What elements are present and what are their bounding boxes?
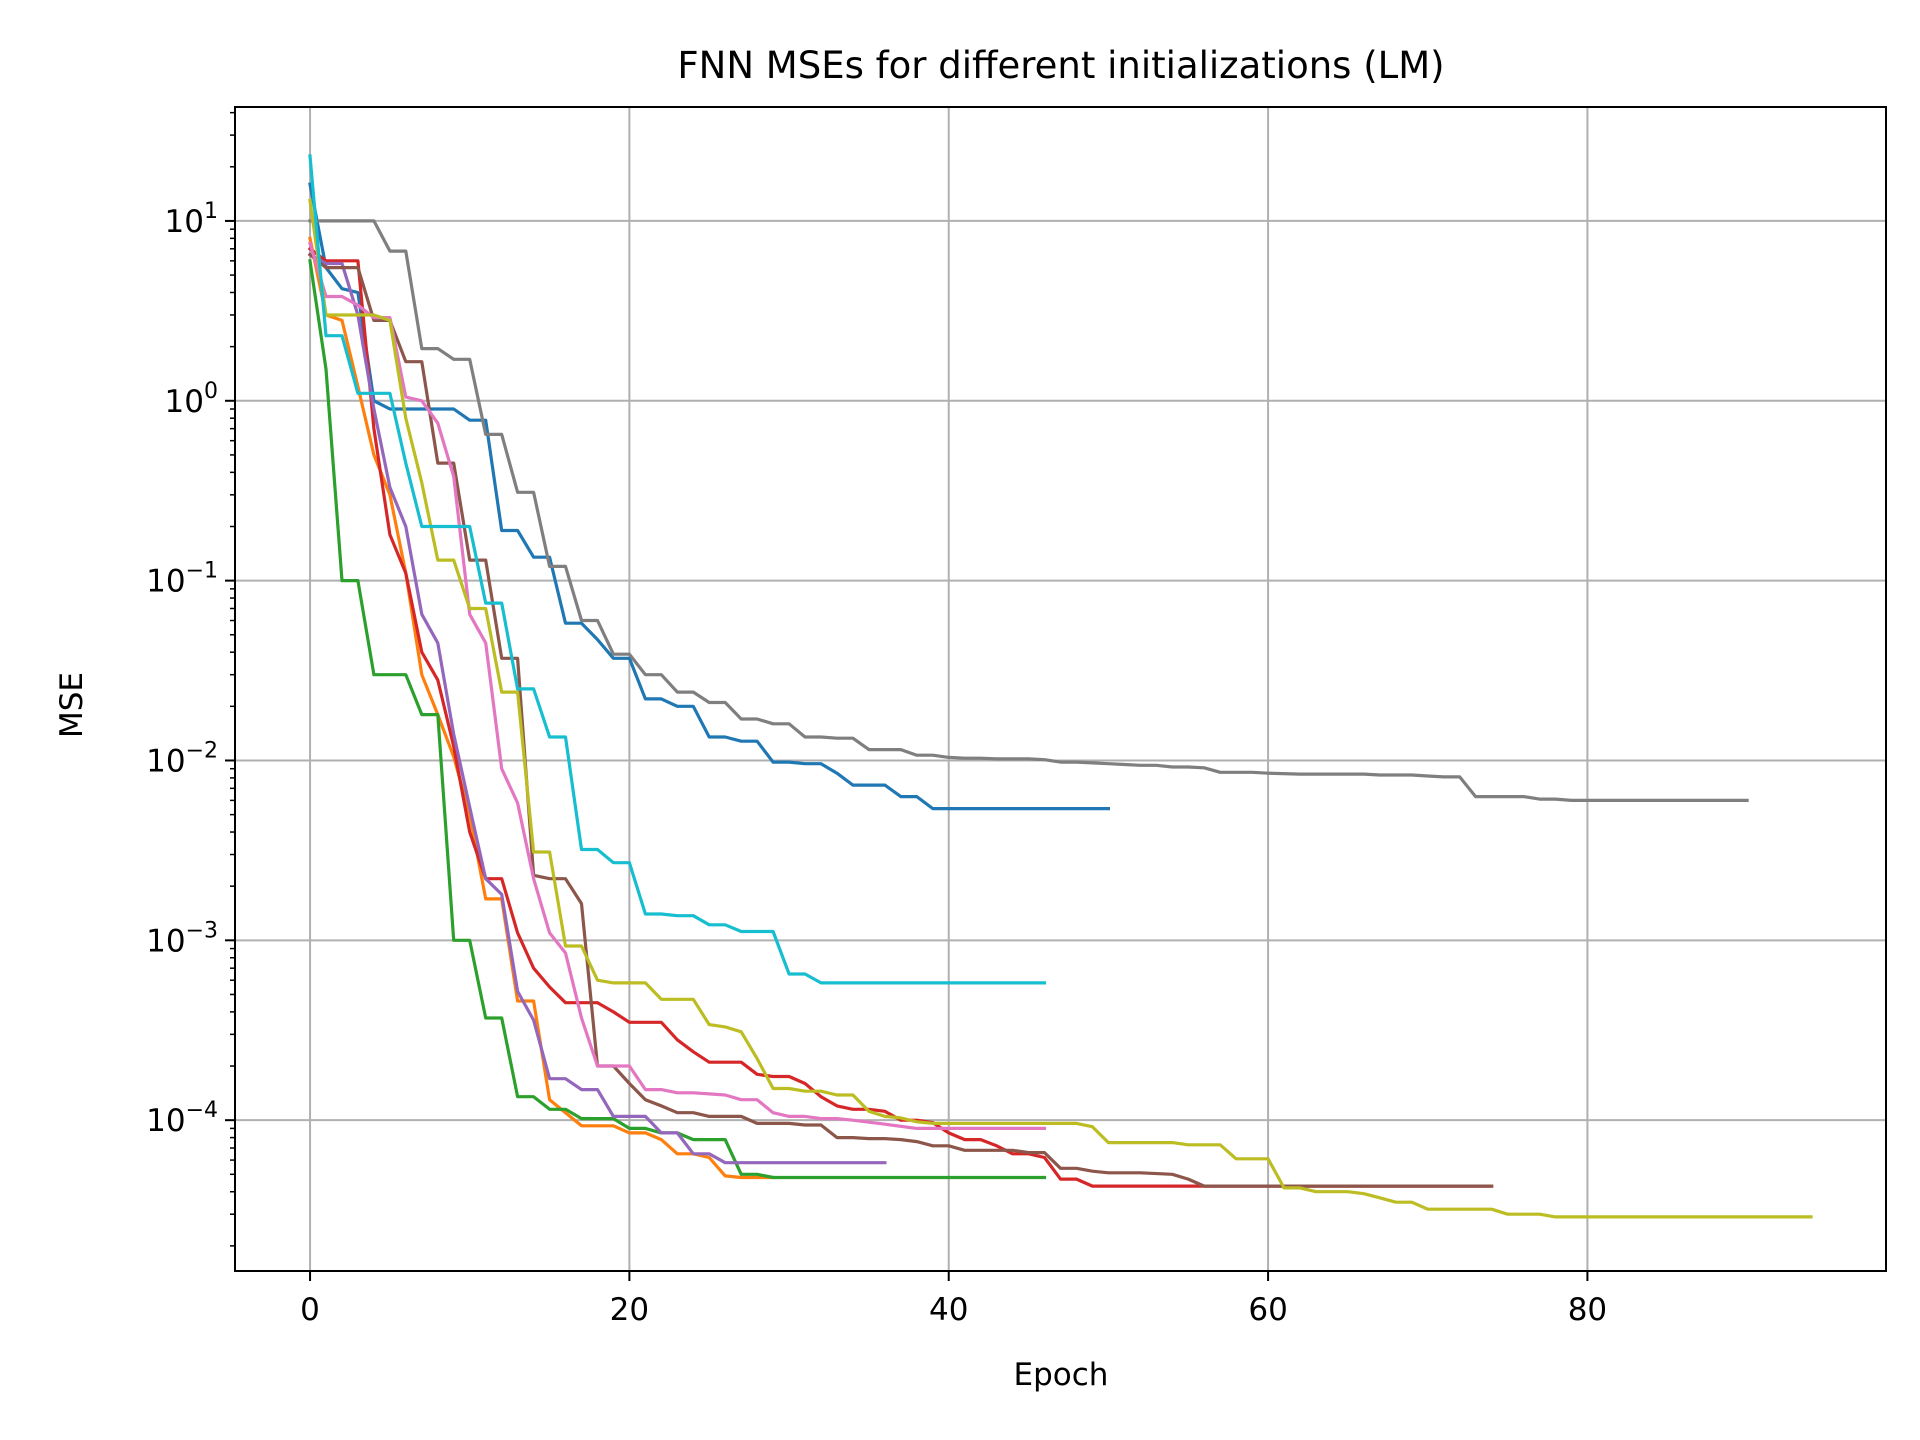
series-line-5 — [307, 252, 887, 1165]
x-axis-ticks: 0 20 40 60 80 — [300, 1271, 1607, 1328]
series-line-9 — [308, 198, 1813, 1219]
series-line-1 — [308, 182, 1111, 811]
x-tick-label: 0 — [300, 1292, 320, 1328]
y-tick-label: 10−4 — [146, 1098, 218, 1139]
series-line-7 — [308, 241, 1047, 1131]
x-tick-label: 80 — [1568, 1292, 1607, 1328]
plot-frame — [234, 106, 1887, 1272]
y-tick-label: 10−3 — [146, 918, 218, 959]
series-line-8 — [308, 219, 1749, 803]
series-lines — [307, 154, 1813, 1219]
grid-lines — [235, 107, 1886, 1271]
x-tick-label: 20 — [610, 1292, 649, 1328]
y-axis-title: MSE — [54, 672, 90, 738]
chart-title: FNN MSEs for different initializations (… — [677, 44, 1444, 87]
y-axis-ticks: 101 100 10−1 10−2 10−3 10−4 — [146, 199, 235, 1139]
y-tick-label: 10−1 — [146, 559, 218, 600]
x-tick-label: 60 — [1248, 1292, 1287, 1328]
y-tick-label: 100 — [165, 379, 218, 420]
series-line-10 — [308, 154, 1047, 985]
y-tick-label: 101 — [165, 199, 218, 240]
x-tick-label: 40 — [929, 1292, 968, 1328]
x-axis-title: Epoch — [1014, 1357, 1109, 1393]
y-tick-label: 10−2 — [146, 738, 218, 779]
